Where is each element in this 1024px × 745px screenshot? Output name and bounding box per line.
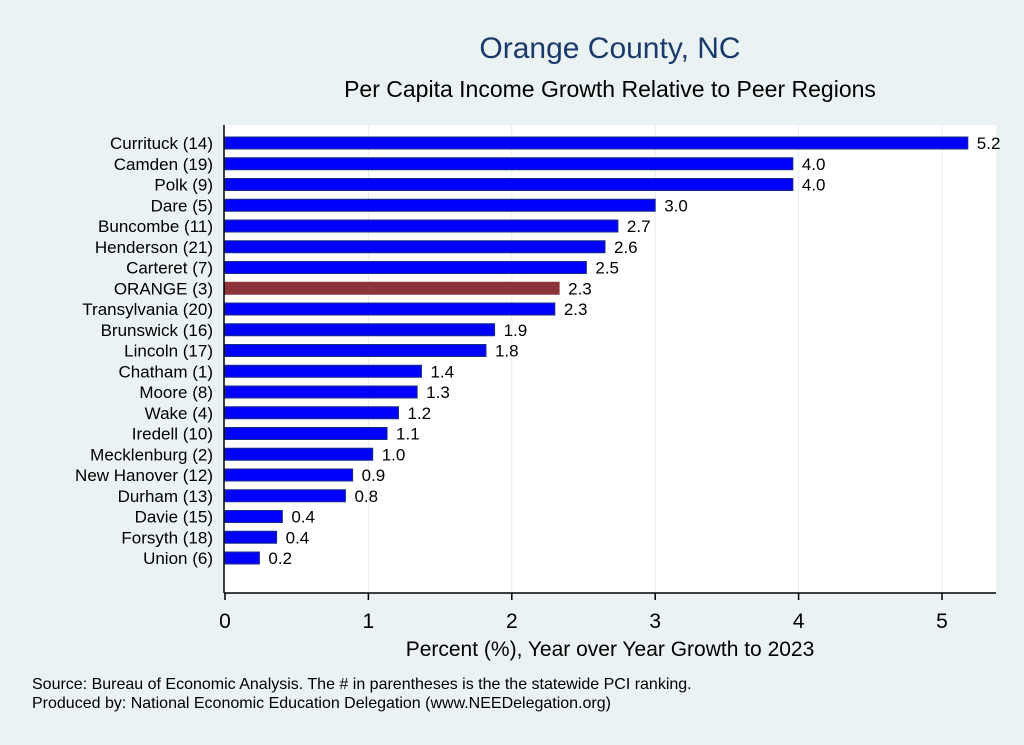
bar: [224, 136, 969, 150]
data-label: 0.9: [362, 466, 386, 485]
bar: [224, 385, 418, 399]
chart-title: Orange County, NC: [479, 32, 740, 65]
y-tick-label: Davie (15): [135, 508, 213, 527]
data-label: 1.2: [408, 404, 432, 423]
bar: [224, 157, 794, 171]
y-tick-label: Wake (4): [145, 404, 213, 423]
bar: [224, 198, 656, 212]
y-tick-label: New Hanover (12): [75, 466, 213, 485]
bar: [224, 447, 374, 461]
bar: [224, 281, 560, 295]
y-tick-label: Transylvania (20): [82, 300, 213, 319]
y-tick-label: Carteret (7): [126, 259, 213, 278]
bar: [224, 489, 346, 503]
y-tick-label: Buncombe (11): [98, 217, 213, 236]
data-label: 0.4: [286, 528, 310, 547]
x-tick-label: 1: [363, 610, 375, 633]
y-tick-label: Durham (13): [118, 487, 213, 506]
y-tick-label: Polk (9): [154, 176, 213, 195]
bar: [224, 530, 278, 544]
bar: [224, 364, 422, 378]
x-tick-label: 3: [649, 610, 661, 633]
y-tick-label: Iredell (10): [132, 425, 213, 444]
bar: [224, 261, 587, 274]
y-tick-label: Chatham (1): [119, 362, 213, 381]
data-label: 1.0: [382, 445, 406, 464]
bar: [224, 323, 496, 337]
y-tick-label: Moore (8): [139, 383, 213, 402]
data-label: 1.1: [396, 425, 420, 444]
data-label: 1.9: [504, 321, 528, 340]
bar: [224, 240, 606, 254]
x-tick-label: 0: [219, 610, 231, 633]
producer-note: Produced by: National Economic Education…: [32, 695, 611, 712]
data-label: 2.3: [568, 279, 592, 298]
data-label: 4.0: [802, 155, 826, 174]
x-tick-label: 2: [506, 610, 518, 633]
plot-area: [224, 125, 996, 593]
bar: [224, 178, 794, 191]
y-tick-label: Henderson (21): [95, 238, 213, 257]
bar: [224, 510, 283, 523]
x-tick-label: 4: [793, 610, 805, 633]
y-tick-label: Union (6): [143, 549, 213, 568]
source-note: Source: Bureau of Economic Analysis. The…: [32, 676, 692, 693]
y-tick-label: Brunswick (16): [101, 321, 213, 340]
data-label: 1.4: [430, 362, 454, 381]
y-tick-label: Lincoln (17): [124, 342, 213, 361]
data-label: 2.5: [595, 259, 619, 278]
bar: [224, 406, 400, 420]
bar: [224, 427, 388, 440]
bar: [224, 344, 487, 357]
y-tick-label: Forsyth (18): [121, 528, 213, 547]
data-label: 3.0: [664, 196, 688, 215]
x-tick-label: 5: [936, 610, 948, 633]
chart-subtitle: Per Capita Income Growth Relative to Pee…: [344, 76, 876, 102]
y-tick-label: Dare (5): [151, 196, 213, 215]
data-label: 0.2: [268, 549, 292, 568]
data-label: 2.6: [614, 238, 638, 257]
y-tick-label: Mecklenburg (2): [90, 445, 213, 464]
data-label: 5.2: [977, 134, 1001, 153]
data-label: 0.8: [354, 487, 378, 506]
bar: [224, 468, 354, 482]
y-tick-label: Currituck (14): [110, 134, 213, 153]
x-axis-label: Percent (%), Year over Year Growth to 20…: [406, 638, 815, 661]
y-tick-label: Camden (19): [114, 155, 213, 174]
data-label: 1.3: [426, 383, 450, 402]
bar: [224, 302, 556, 316]
bar: [224, 551, 260, 565]
data-label: 2.7: [627, 217, 651, 236]
y-tick-label: ORANGE (3): [114, 279, 213, 298]
bar: [224, 219, 619, 233]
data-label: 0.4: [291, 508, 315, 527]
data-label: 2.3: [564, 300, 588, 319]
data-label: 4.0: [802, 176, 826, 195]
data-label: 1.8: [495, 342, 519, 361]
